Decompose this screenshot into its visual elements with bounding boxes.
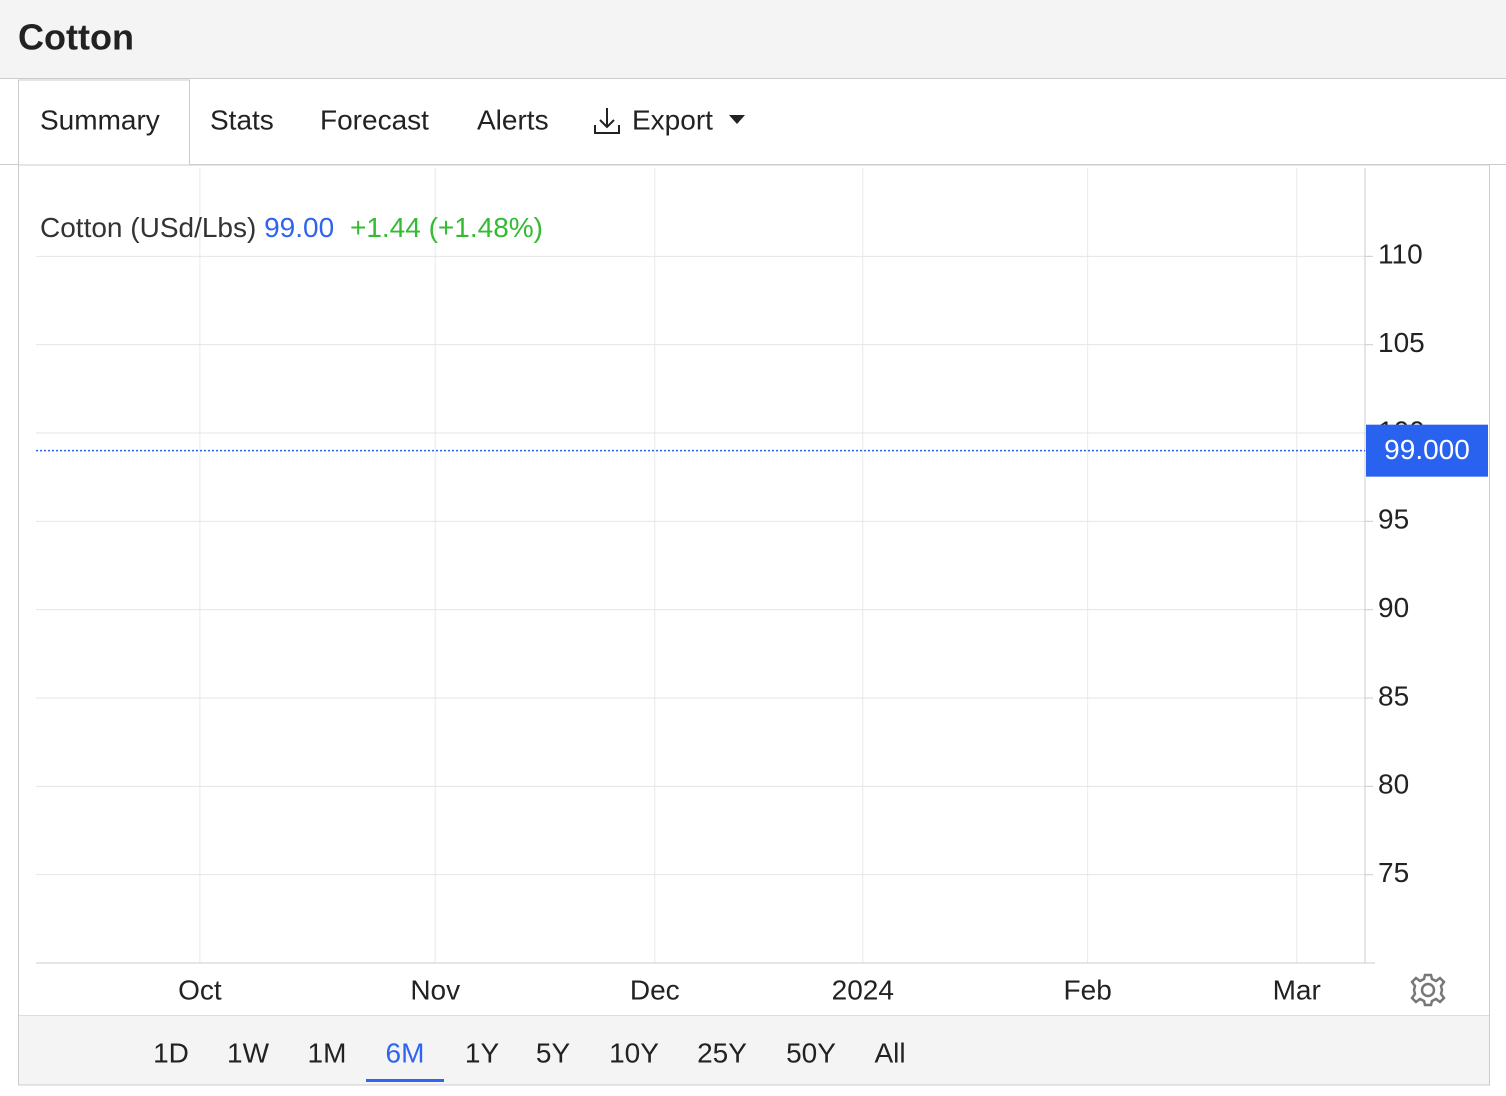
- y-tick-label: 110: [1378, 239, 1423, 270]
- plot: OctNovDec2024FebMar758085909510010511099…: [36, 168, 1488, 1005]
- last-price-label: 99.000: [1384, 434, 1470, 465]
- range-button[interactable]: 50Y: [786, 1037, 836, 1068]
- tab[interactable]: Alerts: [477, 104, 549, 135]
- page-title: Cotton: [18, 17, 134, 58]
- range-bar: [19, 1015, 1489, 1085]
- y-tick-label: 105: [1378, 327, 1425, 358]
- x-tick-label: Mar: [1273, 974, 1321, 1005]
- header-bar: [0, 0, 1506, 78]
- range-button[interactable]: 1D: [153, 1037, 189, 1068]
- last-price-tag: [1366, 424, 1488, 477]
- range-button[interactable]: 1Y: [465, 1037, 500, 1068]
- x-tick-label: Oct: [178, 974, 222, 1005]
- quote-price: 99.00: [264, 212, 334, 243]
- tab[interactable]: Summary: [40, 104, 160, 135]
- range-button[interactable]: 1W: [227, 1037, 270, 1068]
- quote-name: Cotton (USd/Lbs): [40, 212, 256, 243]
- range-button[interactable]: 1M: [308, 1037, 347, 1068]
- range-button[interactable]: 25Y: [697, 1037, 747, 1068]
- y-tick-label: 90: [1378, 592, 1409, 623]
- x-tick-label: Dec: [630, 974, 680, 1005]
- y-tick-label: 80: [1378, 769, 1409, 800]
- range-button[interactable]: All: [874, 1037, 905, 1068]
- x-tick-label: Nov: [410, 974, 460, 1005]
- x-tick-label: Feb: [1064, 974, 1112, 1005]
- tab-active-bg: [18, 79, 190, 166]
- y-tick-label: 75: [1378, 857, 1409, 888]
- x-tick-label: 2024: [832, 974, 894, 1005]
- quote-change: +1.44: [350, 212, 421, 243]
- quote: Cotton (USd/Lbs) 99.00 +1.44 (+1.48%): [40, 212, 543, 243]
- quote-change-pct: (+1.48%): [429, 212, 543, 243]
- export-caret[interactable]: [729, 115, 745, 124]
- y-tick-label: 95: [1378, 504, 1409, 535]
- tab-active-gap: [19, 160, 189, 168]
- range-underline: [366, 1079, 444, 1082]
- chart-box: [18, 164, 1490, 1086]
- range-button[interactable]: 6M: [386, 1037, 425, 1068]
- tab[interactable]: Export: [632, 104, 713, 135]
- tab[interactable]: Stats: [210, 104, 274, 135]
- export-icon[interactable]: [594, 108, 620, 134]
- tab[interactable]: Forecast: [320, 104, 429, 135]
- settings-icon[interactable]: [1410, 973, 1446, 1007]
- range-button[interactable]: 5Y: [536, 1037, 571, 1068]
- range-button[interactable]: 10Y: [609, 1037, 659, 1068]
- y-tick-label: 85: [1378, 680, 1409, 711]
